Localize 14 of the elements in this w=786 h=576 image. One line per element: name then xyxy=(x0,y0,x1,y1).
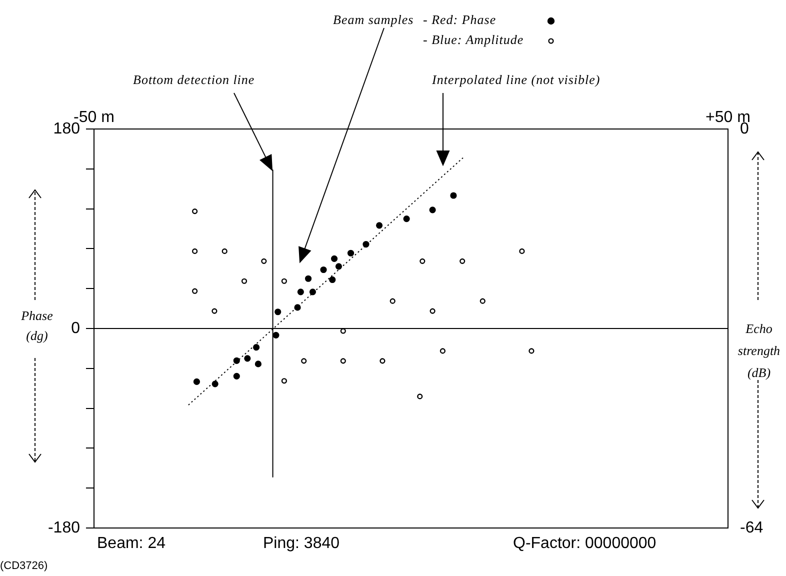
text: Interpolated line (not visible) xyxy=(432,72,600,88)
text: Q-Factor: 00000000 xyxy=(513,535,656,553)
y2-tick-label: -64 xyxy=(740,519,764,536)
text: - Red: Phase xyxy=(423,12,496,28)
y-tick-label: 0 xyxy=(71,320,80,337)
text: Beam: 24 xyxy=(97,535,166,553)
y-tick-label: -180 xyxy=(48,519,80,536)
legend-title: Beam samples xyxy=(333,12,414,28)
legend-label: - Blue: Amplitude xyxy=(423,32,524,48)
text: (CD3726) xyxy=(0,560,48,572)
text: Bottom detection line xyxy=(133,72,255,88)
y-axis-title: Phase (dg) xyxy=(20,307,54,345)
text: Ping: 3840 xyxy=(263,535,340,553)
y2-axis-title: Echo strength (dB) xyxy=(736,320,782,382)
